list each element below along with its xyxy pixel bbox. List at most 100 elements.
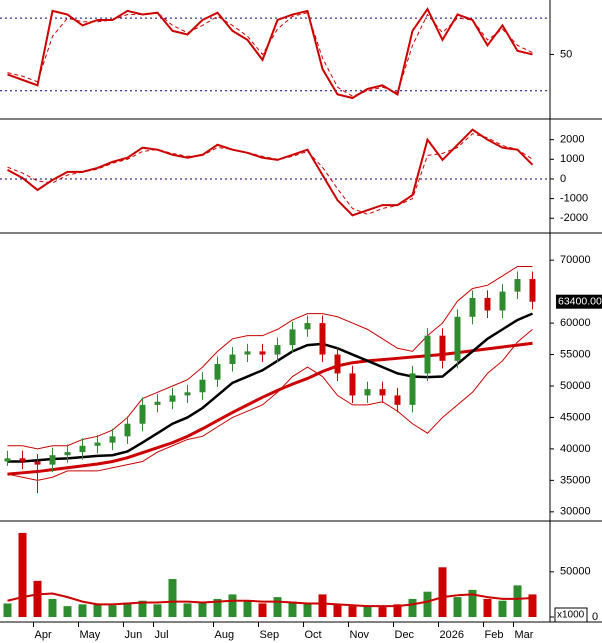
volume-bar	[468, 589, 477, 617]
x-tick-label: Sep	[260, 629, 280, 641]
y-tick-label: 35000	[560, 474, 591, 486]
candle-body	[529, 279, 536, 302]
candle-body	[499, 291, 506, 311]
candle-body	[289, 329, 296, 346]
x-tick-label: Oct	[305, 629, 322, 641]
volume-bar	[48, 598, 57, 617]
candle-body	[424, 335, 431, 374]
volume-bar	[198, 602, 207, 617]
y-tick-label: 55000	[560, 348, 591, 360]
y-tick-label: -2000	[560, 212, 588, 224]
indicator-line	[7, 133, 533, 215]
candle-body	[139, 404, 146, 424]
y-tick-label: 50000	[560, 566, 591, 578]
indicator-line	[7, 592, 533, 608]
x-tick-label: Mar	[515, 629, 534, 641]
candle-body	[79, 445, 86, 453]
candle-body	[304, 323, 311, 330]
y-tick-label: 2000	[560, 134, 584, 146]
volume-bar	[513, 585, 522, 617]
x-tick-label: Aug	[215, 629, 235, 641]
candle-body	[169, 395, 176, 402]
indicator-line	[7, 7, 533, 100]
candle-body	[349, 373, 356, 396]
candle-body	[154, 401, 161, 405]
candle-body	[49, 455, 56, 465]
candle-body	[259, 351, 266, 355]
indicator-line	[7, 265, 533, 450]
candle-body	[214, 363, 221, 380]
unit-box	[554, 607, 588, 623]
candle-body	[319, 323, 326, 355]
candle-body	[484, 297, 491, 311]
volume-bar	[303, 602, 312, 617]
volume-bar	[108, 605, 117, 617]
candle-body	[409, 373, 416, 405]
y-tick-label: -1000	[560, 193, 588, 205]
x-tick-label: Apr	[35, 629, 52, 641]
y-tick-label: 30000	[560, 506, 591, 518]
volume-bar	[393, 604, 402, 617]
indicator-line	[7, 128, 534, 217]
indicator-line	[7, 312, 533, 463]
volume-bar	[228, 594, 237, 617]
indicator-line	[7, 12, 533, 97]
volume-bar	[318, 594, 327, 617]
y-tick-label: 60000	[560, 317, 591, 329]
volume-bar	[153, 604, 162, 617]
volume-bar	[243, 600, 252, 617]
candle-body	[94, 442, 101, 446]
candle-body	[514, 279, 521, 292]
y-tick-label: 45000	[560, 411, 591, 423]
candle-body	[244, 351, 251, 355]
volume-bar	[168, 579, 177, 617]
candle-body	[19, 458, 26, 462]
x-tick-label: Nov	[350, 629, 370, 641]
candle-body	[64, 452, 71, 456]
volume-bar	[183, 603, 192, 617]
candle-body	[454, 316, 461, 361]
volume-bar	[528, 594, 537, 617]
x-tick-label: Feb	[485, 629, 504, 641]
candle-body	[184, 392, 191, 396]
volume-bar	[63, 606, 72, 617]
volume-bar	[498, 600, 507, 617]
candle-body	[334, 354, 341, 374]
y-tick-label: 40000	[560, 443, 591, 455]
volume-bar	[123, 602, 132, 617]
candle-body	[394, 395, 401, 405]
price-marker-label: 63400.00	[558, 295, 602, 307]
volume-bar	[483, 598, 492, 617]
volume-bar	[348, 606, 357, 617]
volume-bar	[273, 597, 282, 617]
y-tick-label: 0	[592, 611, 598, 623]
volume-bar	[93, 603, 102, 617]
y-tick-label: 50000	[560, 380, 591, 392]
y-tick-label: 1000	[560, 153, 584, 165]
y-tick-label: 0	[560, 173, 566, 185]
x-tick-label: May	[80, 629, 101, 641]
candle-body	[124, 423, 131, 437]
x-tick-label: Dec	[395, 629, 415, 641]
volume-bar	[138, 600, 147, 617]
candle-body	[469, 297, 476, 317]
candle-body	[439, 335, 446, 361]
volume-bar	[18, 532, 27, 617]
volume-bar	[423, 591, 432, 617]
candle-body	[4, 458, 11, 462]
unit-label: x1000	[557, 610, 585, 621]
volume-bar	[3, 603, 12, 617]
candle-body	[379, 389, 386, 396]
volume-bar	[333, 604, 342, 617]
candle-body	[364, 389, 371, 396]
volume-bar	[33, 580, 42, 617]
candle-body	[34, 461, 41, 465]
volume-bar	[438, 567, 447, 617]
volume-bar	[258, 603, 267, 617]
y-tick-label: 50	[560, 48, 572, 60]
volume-bar	[378, 607, 387, 617]
volume-bar	[408, 598, 417, 617]
